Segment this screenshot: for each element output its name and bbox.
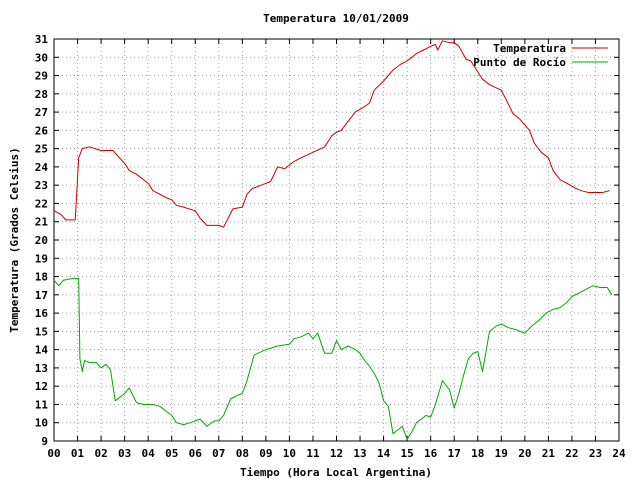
y-tick-label: 26 — [35, 124, 49, 137]
x-tick-label: 24 — [612, 447, 626, 460]
x-tick-label: 01 — [71, 447, 85, 460]
y-tick-label: 31 — [35, 33, 49, 46]
grid-lines — [54, 39, 619, 441]
series-layer — [53, 40, 613, 440]
y-tick-label: 21 — [35, 216, 49, 229]
y-tick-label: 10 — [35, 417, 48, 430]
y-tick-label: 28 — [35, 88, 48, 101]
y-tick-label: 11 — [35, 398, 49, 411]
x-tick-label: 23 — [589, 447, 602, 460]
y-tick-label: 24 — [35, 161, 49, 174]
y-tick-label: 15 — [35, 325, 48, 338]
plot-frame — [53, 38, 620, 442]
x-tick-label: 07 — [212, 447, 225, 460]
x-tick-label: 12 — [330, 447, 343, 460]
x-tick-label: 22 — [565, 447, 578, 460]
x-tick-label: 15 — [401, 447, 414, 460]
y-tick-label: 20 — [35, 234, 48, 247]
y-axis-label: Temperatura (Grados Celsius) — [8, 147, 21, 332]
y-tick-label: 25 — [35, 143, 48, 156]
x-tick-label: 14 — [377, 447, 391, 460]
x-tick-label: 04 — [142, 447, 156, 460]
legend: Temperatura Punto de Rocío — [473, 42, 608, 69]
x-tick-label: 10 — [283, 447, 296, 460]
legend-label-temperatura: Temperatura — [493, 42, 566, 55]
x-tick-label: 03 — [118, 447, 131, 460]
legend-label-punto-de-rocio: Punto de Rocío — [473, 56, 566, 69]
series-line-temperatura — [53, 40, 610, 228]
x-tick-label: 16 — [424, 447, 438, 460]
x-tick-label: 17 — [448, 447, 461, 460]
x-tick-label: 19 — [495, 447, 508, 460]
y-tick-label: 30 — [35, 51, 48, 64]
y-tick-label: 19 — [35, 252, 48, 265]
chart-title: Temperatura 10/01/2009 — [263, 12, 409, 25]
y-tick-label: 13 — [35, 362, 48, 375]
y-tick-label: 29 — [35, 70, 48, 83]
y-axis: 9 10 11 12 13 14 15 16 17 18 19 20 21 22 23 24 25 26 27 28 2… — [35, 33, 619, 448]
y-tick-label: 27 — [35, 106, 48, 119]
y-tick-label: 16 — [35, 307, 49, 320]
x-tick-label: 21 — [542, 447, 556, 460]
y-tick-label: 12 — [35, 380, 48, 393]
y-tick-label: 23 — [35, 179, 48, 192]
x-tick-label: 11 — [306, 447, 320, 460]
x-tick-label: 13 — [353, 447, 366, 460]
x-axis: 00 01 02 03 04 05 06 07 08 09 10 11 12 13 14 15 16 17 18 19… — [47, 39, 626, 460]
y-tick-label: 9 — [41, 435, 48, 448]
x-tick-label: 00 — [47, 447, 60, 460]
x-tick-label: 06 — [189, 447, 203, 460]
x-axis-label: Tiempo (Hora Local Argentina) — [240, 466, 432, 479]
x-tick-label: 08 — [236, 447, 249, 460]
x-tick-label: 18 — [471, 447, 484, 460]
y-tick-label: 22 — [35, 197, 48, 210]
y-tick-label: 14 — [35, 344, 49, 357]
series-line-punto-de-roc-o — [53, 277, 613, 440]
x-tick-label: 05 — [165, 447, 178, 460]
y-tick-label: 17 — [35, 289, 48, 302]
x-tick-label: 20 — [518, 447, 531, 460]
x-tick-label: 09 — [259, 447, 272, 460]
x-tick-label: 02 — [94, 447, 107, 460]
y-tick-label: 18 — [35, 271, 48, 284]
